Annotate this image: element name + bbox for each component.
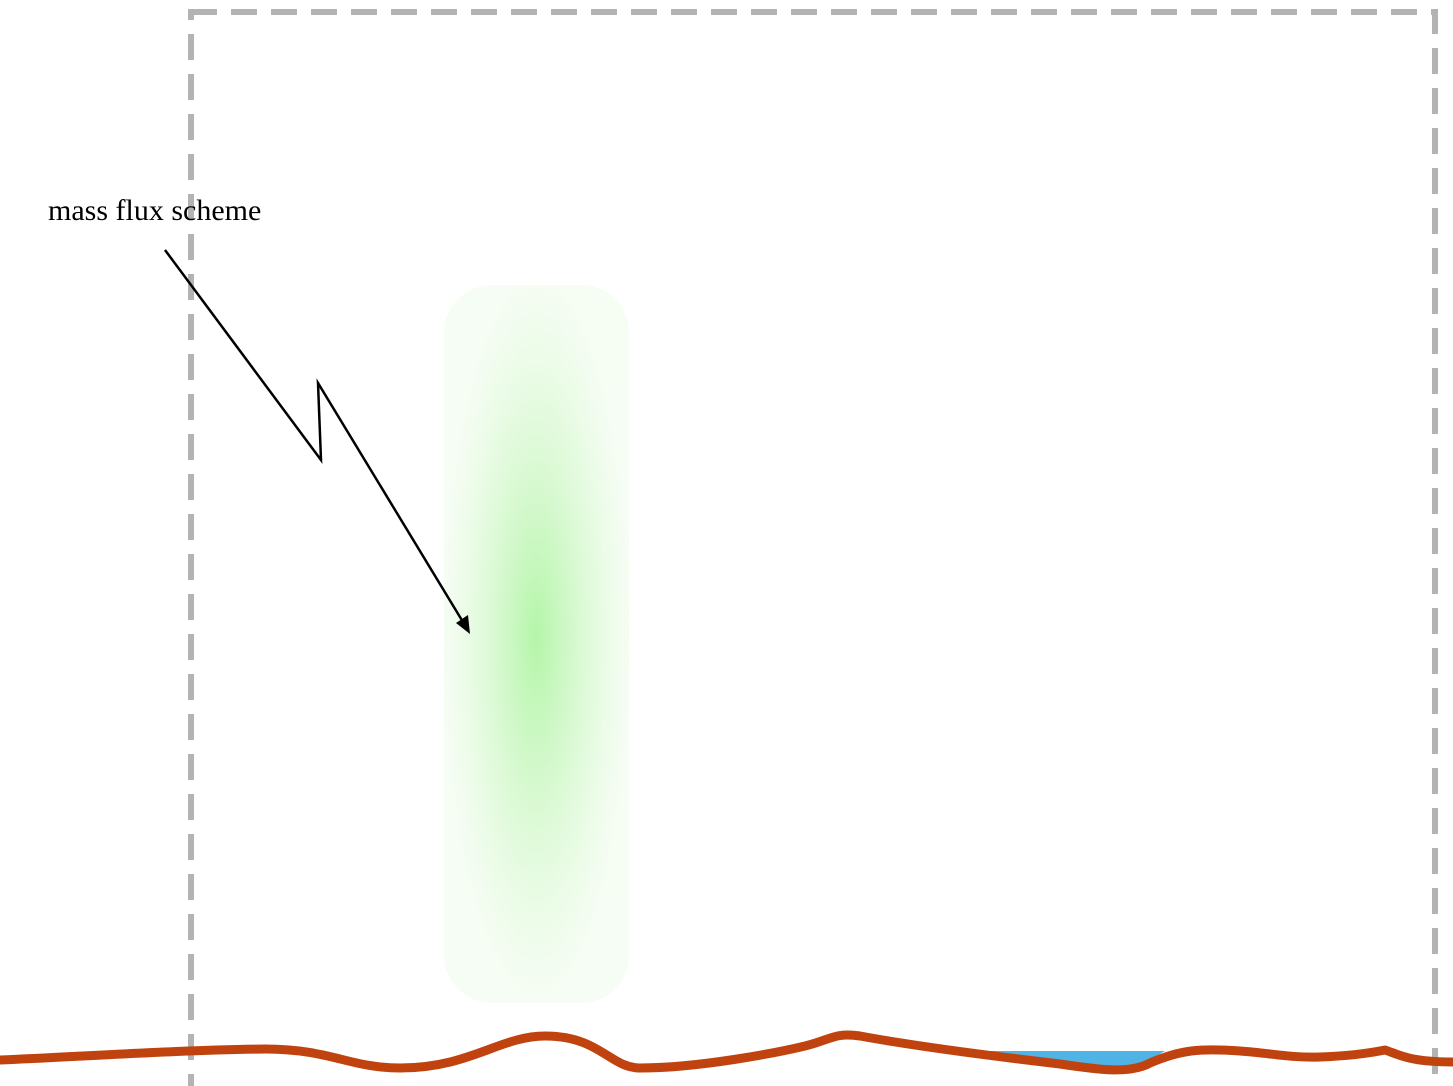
- annotation-arrowhead: [456, 615, 470, 634]
- terrain-line: [0, 1030, 1453, 1075]
- convective-plume: [444, 285, 629, 1003]
- mass-flux-scheme-label: mass flux scheme: [48, 194, 262, 227]
- domain-boundary: [188, 9, 1438, 1086]
- annotation-arrow-line: [163, 249, 465, 623]
